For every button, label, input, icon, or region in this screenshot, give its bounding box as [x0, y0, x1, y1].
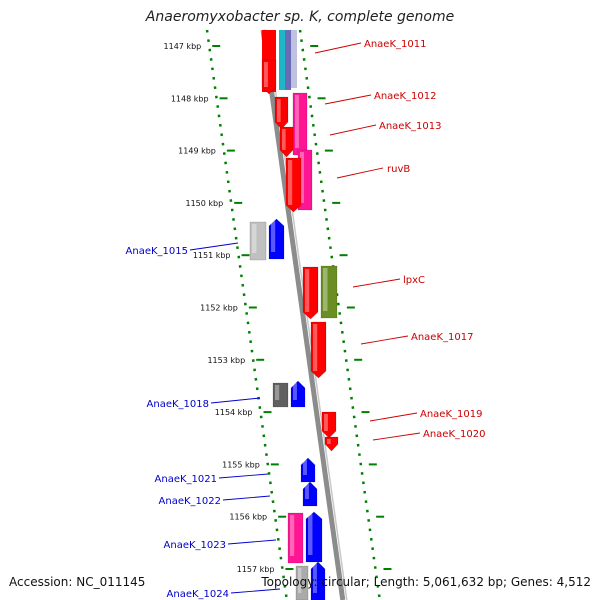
leader-line-anaek-1017: [360, 335, 409, 345]
cog-lpxc: [320, 265, 338, 319]
leader-line-anaek-1024: [230, 588, 281, 594]
cog-anaek-1015: [249, 221, 267, 261]
map-title: Anaeromyxobacter sp. K, complete genome: [145, 9, 455, 25]
leader-line-anaek-1018: [210, 397, 261, 404]
gene-anaek-1018: [290, 380, 306, 408]
cog-lpxc-highlight: [323, 268, 328, 311]
tick-label: 1156 kbp: [229, 513, 267, 522]
gene-anaek-1012: [274, 96, 289, 130]
ruler-left: [205, 29, 289, 600]
gene-anaek-1017: [310, 321, 327, 379]
gene-anaek-1012-highlight: [277, 99, 281, 122]
gene-label-anaek-1019: AnaeK_1019: [420, 409, 482, 420]
leader-line-anaek-1019: [369, 412, 418, 422]
gene-anaek-1018-highlight: [293, 383, 297, 400]
tick-label: 1148 kbp: [171, 94, 209, 103]
gene-anaek-1020: [324, 436, 339, 452]
leader-line-anaek-1023: [227, 539, 277, 545]
gene-label-anaek-1021: AnaeK_1021: [155, 474, 217, 485]
tick-label: 1153 kbp: [207, 356, 245, 365]
gene-anaek-1011: [261, 59, 277, 95]
gene-anaek-1021: [300, 457, 316, 483]
gene-label-anaek-1013: AnaeK_1013: [379, 121, 441, 132]
leader-line-anaek-1022: [222, 495, 271, 501]
cog-cyan-strip: [279, 30, 285, 90]
cog-ruvb-highlight: [300, 152, 304, 203]
tick-label: 1149 kbp: [178, 147, 216, 156]
tick-label: 1155 kbp: [222, 460, 260, 469]
tick-label: 1154 kbp: [215, 408, 253, 417]
gene-label-lpxc: lpxC: [403, 275, 425, 286]
cog-lavender-strip: [291, 30, 297, 88]
cog-anaek-1024: [295, 565, 309, 600]
gene-label-anaek-1017: AnaeK_1017: [411, 332, 473, 343]
leader-line-anaek-1020: [372, 432, 421, 441]
gene-label-anaek-1011: AnaeK_1011: [364, 39, 426, 50]
tick-label: 1147 kbp: [164, 42, 202, 51]
genome-backbone: [260, 29, 346, 600]
topology-summary: Topology: circular; Length: 5,061,632 bp…: [261, 575, 591, 589]
gene-anaek-1024: [310, 561, 326, 600]
gene-anaek-1023-highlight: [308, 514, 313, 555]
cog-anaek-1023: [287, 512, 304, 564]
cog-anaek-1023-highlight: [290, 515, 295, 556]
gene-label-anaek-1024: AnaeK_1024: [167, 589, 229, 600]
cog-anaek-1018-highlight: [275, 385, 280, 400]
gene-anaek-1023: [305, 511, 323, 563]
gene-anaek-1017-highlight: [313, 324, 318, 371]
gene-label-anaek-1022: AnaeK_1022: [159, 496, 221, 507]
leader-line-ruvb: [336, 167, 384, 179]
gene-label-anaek-1012: AnaeK_1012: [374, 91, 436, 102]
leader-line-anaek-1015: [189, 242, 239, 251]
gene-anaek-1015: [268, 218, 285, 260]
gene-label-anaek-1023: AnaeK_1023: [164, 540, 226, 551]
gene-label-ruvb: ruvB: [387, 164, 410, 175]
ruler-right: [298, 29, 382, 600]
gene-anaek-1019: [321, 411, 337, 439]
gene-anaek-1015-highlight: [271, 221, 276, 252]
gene-ruvb-highlight: [288, 160, 293, 205]
gene-ruvb: [285, 157, 302, 213]
gene-lpxc: [302, 266, 319, 320]
gene-anaek-1020-highlight: [327, 439, 331, 444]
gene-label-anaek-1015: AnaeK_1015: [126, 246, 188, 257]
cog-anaek-1012-highlight: [295, 95, 299, 148]
tick-label: 1152 kbp: [200, 304, 238, 313]
gene-anaek-1013-highlight: [282, 129, 286, 150]
gene-anaek-1013: [279, 126, 294, 158]
leader-line-anaek-1013: [329, 124, 377, 136]
cog-anaek-1015-highlight: [252, 224, 257, 253]
gene-anaek-1022-highlight: [305, 484, 309, 499]
accession-label: Accession: NC_011145: [9, 575, 146, 589]
cog-anaek-1018: [272, 382, 289, 408]
tick-label: 1157 kbp: [237, 565, 275, 574]
gene-label-anaek-1020: AnaeK_1020: [423, 429, 485, 440]
gene-lpxc-highlight: [305, 269, 310, 312]
leader-line-lpxc: [352, 278, 401, 288]
gene-label-anaek-1018: AnaeK_1018: [147, 399, 209, 410]
tick-label: 1151 kbp: [193, 251, 231, 260]
cog-anaek-1024-highlight: [298, 568, 302, 593]
tick-label: 1150 kbp: [186, 199, 224, 208]
leader-line-anaek-1012: [324, 94, 372, 105]
leader-line-anaek-1011: [314, 42, 362, 54]
gene-anaek-1011-highlight: [264, 62, 268, 87]
gene-anaek-1024-highlight: [313, 564, 317, 593]
gene-anaek-1019-highlight: [324, 414, 328, 431]
cog-violet-strip: [285, 30, 291, 90]
gene-anaek-1021-highlight: [303, 460, 307, 475]
leader-line-anaek-1021: [218, 473, 269, 479]
gene-anaek-1022: [302, 481, 318, 507]
